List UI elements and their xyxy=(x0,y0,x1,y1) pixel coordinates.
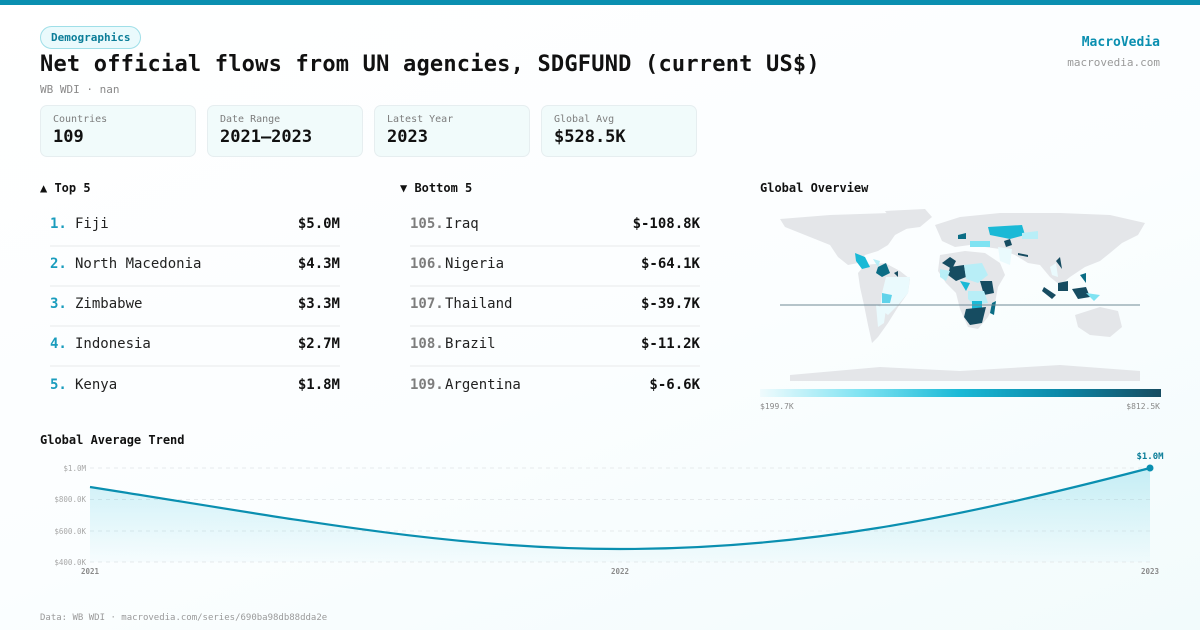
trend-heading: Global Average Trend xyxy=(40,433,185,447)
world-choropleth-map[interactable] xyxy=(760,205,1160,385)
y-tick: $400.0K xyxy=(54,558,86,567)
top-accent-bar xyxy=(0,0,1200,5)
y-tick: $800.0K xyxy=(54,495,86,504)
rank: 108. xyxy=(410,336,444,352)
country-value: $1.8M xyxy=(297,377,340,393)
country-name: Fiji xyxy=(75,216,109,232)
list-item[interactable]: 4. Indonesia $2.7M xyxy=(50,327,340,367)
color-scale-legend xyxy=(760,389,1161,397)
top5-list: 1. Fiji $5.0M 2. North Macedonia $4.3M 3… xyxy=(40,207,340,407)
footer-source[interactable]: Data: WB WDI · macrovedia.com/series/690… xyxy=(40,613,328,623)
country-name: Indonesia xyxy=(75,336,151,352)
country-name: Iraq xyxy=(445,216,479,232)
top5-heading: ▲ Top 5 xyxy=(40,181,91,195)
country-name: Zimbabwe xyxy=(75,296,143,312)
country-name: Brazil xyxy=(445,336,496,352)
global-overview-section: Global Overview xyxy=(760,181,1161,411)
country-value: $2.7M xyxy=(297,336,340,352)
rank: 4. xyxy=(50,336,67,352)
country-value: $-108.8K xyxy=(632,216,700,232)
country-name: Nigeria xyxy=(445,256,505,272)
stat-label: Countries xyxy=(53,114,108,125)
map-heading: Global Overview xyxy=(760,181,869,195)
stat-value: $528.5K xyxy=(554,127,626,147)
trend-line xyxy=(89,466,1151,551)
rank: 105. xyxy=(410,216,444,232)
country-value: $-6.6K xyxy=(649,377,700,393)
trend-area xyxy=(90,468,1150,562)
country-name: Argentina xyxy=(445,377,521,393)
rank: 3. xyxy=(50,296,67,312)
stat-value: 2021–2023 xyxy=(220,127,313,147)
y-tick: $1.0M xyxy=(63,464,86,473)
stat-label: Global Avg xyxy=(554,114,615,125)
country-name: Thailand xyxy=(445,296,513,312)
stat-card-date-range: Date Range 2021–2023 xyxy=(207,105,363,157)
country-value: $-39.7K xyxy=(640,296,700,312)
stat-card-countries: Countries 109 xyxy=(40,105,196,157)
brand-name[interactable]: MacroVedia xyxy=(1081,35,1160,50)
rank: 109. xyxy=(410,377,444,393)
stat-value: 2023 xyxy=(387,127,428,147)
global-average-trend-chart[interactable]: $1.0M $800.0K $600.0K $400.0K $1.0M 2021… xyxy=(0,440,1200,590)
country-value: $4.3M xyxy=(297,256,340,272)
country-value: $-64.1K xyxy=(640,256,700,272)
stat-label: Latest Year xyxy=(387,114,454,125)
country-value: $5.0M xyxy=(297,216,340,232)
list-item[interactable]: 1. Fiji $5.0M xyxy=(50,207,340,247)
x-axis-labels: 2021 2022 2023 xyxy=(81,567,1160,576)
list-item[interactable]: 109. Argentina $-6.6K xyxy=(410,367,700,407)
list-item[interactable]: 107. Thailand $-39.7K xyxy=(410,287,700,327)
stats-row: Countries 109 Date Range 2021–2023 Lates… xyxy=(40,105,697,157)
land-with-data xyxy=(855,225,1100,327)
bottom5-section: ▼ Bottom 5 105. Iraq $-108.8K 106. Niger… xyxy=(400,181,700,407)
country-value: $3.3M xyxy=(297,296,340,312)
list-item[interactable]: 106. Nigeria $-64.1K xyxy=(410,247,700,287)
stat-label: Date Range xyxy=(220,114,281,125)
rank: 107. xyxy=(410,296,444,312)
y-axis-labels: $1.0M $800.0K $600.0K $400.0K xyxy=(54,464,86,567)
x-tick: 2022 xyxy=(611,567,629,576)
brand-url[interactable]: macrovedia.com xyxy=(1067,56,1160,69)
list-item[interactable]: 2. North Macedonia $4.3M xyxy=(50,247,340,287)
bottom5-list: 105. Iraq $-108.8K 106. Nigeria $-64.1K … xyxy=(400,207,700,407)
top5-section: ▲ Top 5 1. Fiji $5.0M 2. North Macedonia… xyxy=(40,181,340,407)
rank: 5. xyxy=(50,377,67,393)
list-item[interactable]: 3. Zimbabwe $3.3M xyxy=(50,287,340,327)
rank: 2. xyxy=(50,256,67,272)
page-subtitle: WB WDI · nan xyxy=(40,83,120,96)
brand-block: MacroVedia macrovedia.com xyxy=(1067,35,1160,69)
stat-card-global-avg: Global Avg $528.5K xyxy=(541,105,697,157)
rank: 1. xyxy=(50,216,67,232)
country-name: Kenya xyxy=(75,377,118,393)
legend-max-label: $812.5K xyxy=(1126,402,1160,411)
list-item[interactable]: 5. Kenya $1.8M xyxy=(50,367,340,407)
country-name: North Macedonia xyxy=(75,256,202,272)
country-value: $-11.2K xyxy=(640,336,700,352)
y-tick: $600.0K xyxy=(54,527,86,536)
stat-value: 109 xyxy=(53,127,84,147)
trend-end-point xyxy=(1146,464,1154,472)
x-tick: 2021 xyxy=(81,567,100,576)
rank: 106. xyxy=(410,256,444,272)
list-item[interactable]: 105. Iraq $-108.8K xyxy=(410,207,700,247)
category-badge[interactable]: Demographics xyxy=(40,26,142,49)
page-title: Net official flows from UN agencies, SDG… xyxy=(40,52,820,77)
list-item[interactable]: 108. Brazil $-11.2K xyxy=(410,327,700,367)
bottom5-heading: ▼ Bottom 5 xyxy=(400,181,473,195)
trend-end-label: $1.0M xyxy=(1136,452,1164,462)
x-tick: 2023 xyxy=(1141,567,1160,576)
stat-card-latest-year: Latest Year 2023 xyxy=(374,105,530,157)
legend-min-label: $199.7K xyxy=(760,402,794,411)
